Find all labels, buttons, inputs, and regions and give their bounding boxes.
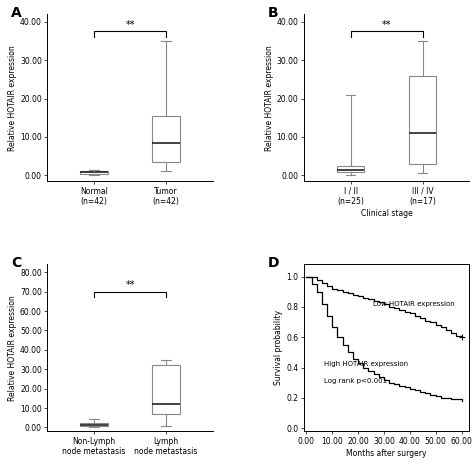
X-axis label: Clinical stage: Clinical stage [361, 209, 412, 218]
Y-axis label: Relative HOTAIR expression: Relative HOTAIR expression [8, 45, 17, 151]
Bar [153, 365, 180, 414]
Bar [409, 75, 436, 164]
Text: C: C [11, 256, 21, 270]
Y-axis label: Relative HOTAIR expression: Relative HOTAIR expression [264, 45, 273, 151]
Bar [337, 166, 364, 172]
Bar [153, 116, 180, 162]
Text: B: B [267, 6, 278, 20]
Text: Low HOTAIR expression: Low HOTAIR expression [374, 301, 455, 307]
Bar [81, 171, 108, 174]
Text: Log rank p<0.001: Log rank p<0.001 [324, 378, 387, 384]
Text: A: A [11, 6, 22, 20]
Text: High HOTAIR expression: High HOTAIR expression [324, 361, 408, 367]
Text: D: D [267, 256, 279, 270]
Text: **: ** [125, 280, 135, 290]
Bar [81, 423, 108, 427]
Text: **: ** [382, 20, 392, 30]
Text: **: ** [125, 20, 135, 30]
Y-axis label: Relative HOTAIR expression: Relative HOTAIR expression [8, 295, 17, 401]
Y-axis label: Survival probability: Survival probability [274, 310, 283, 385]
X-axis label: Months after surgery: Months after surgery [346, 449, 427, 458]
